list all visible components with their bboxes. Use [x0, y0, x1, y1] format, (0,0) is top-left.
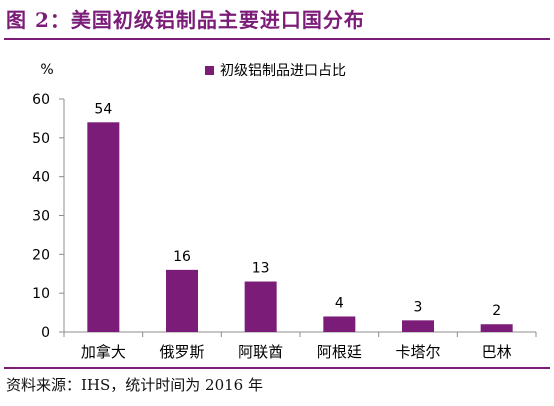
y-tick-label: 10 — [32, 286, 50, 302]
x-tick-label: 巴林 — [482, 343, 512, 361]
legend-swatch — [205, 66, 214, 75]
bar — [323, 316, 356, 332]
bar — [166, 269, 198, 332]
page-title: 图 2：美国初级铝制品主要进口国分布 — [6, 8, 365, 32]
y-tick-label: 50 — [32, 131, 50, 147]
x-tick-label: 加拿大 — [81, 343, 126, 361]
footer-divider — [4, 367, 550, 369]
title-divider — [4, 38, 550, 40]
y-tick-label: 20 — [32, 247, 50, 263]
bar — [87, 122, 120, 332]
data-label: 2 — [492, 303, 501, 319]
chart-axes: 0 10 20 30 40 50 60% — [32, 62, 537, 341]
bar — [480, 324, 513, 332]
y-axis-unit: % — [40, 62, 53, 78]
chart-labels: 54 加拿大 16 俄罗斯 13 阿联酋 4 阿根廷 3 卡塔尔 2 巴林 — [81, 101, 512, 361]
legend-label: 初级铝制品进口占比 — [220, 62, 346, 79]
y-tick-label: 40 — [32, 170, 50, 186]
y-tick-label: 0 — [41, 325, 50, 341]
y-tick-label: 30 — [32, 209, 50, 225]
data-label: 3 — [414, 299, 423, 315]
x-tick-label: 阿联酋 — [238, 343, 283, 361]
data-label: 16 — [173, 249, 191, 265]
x-tick-label: 俄罗斯 — [159, 343, 204, 361]
y-tick-label: 60 — [32, 92, 50, 108]
chart-bars — [87, 122, 513, 332]
chart-legend: 初级铝制品进口占比 — [205, 62, 346, 79]
x-tick-label: 卡塔尔 — [395, 343, 440, 361]
bar — [244, 281, 277, 332]
bar — [402, 320, 434, 332]
source-note: 资料来源：IHS，统计时间为 2016 年 — [6, 376, 263, 394]
data-label: 54 — [94, 101, 112, 117]
x-tick-label: 阿根廷 — [317, 343, 362, 361]
data-label: 13 — [252, 261, 270, 277]
data-label: 4 — [335, 295, 344, 311]
